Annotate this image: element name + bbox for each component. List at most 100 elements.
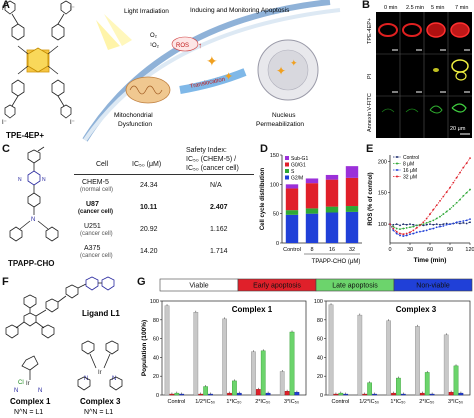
cell-type: (cancer cell) (78, 209, 114, 215)
micrograph-pi-2 (433, 68, 439, 72)
legend-label: 32 μM (403, 175, 417, 181)
data-point (429, 228, 431, 231)
data-point (415, 224, 418, 227)
x-tick-label: Control (332, 399, 350, 405)
data-point (445, 222, 448, 225)
y-tick-label: 0 (320, 393, 323, 399)
x-tick-label: 0 (388, 247, 391, 253)
svg-text:N: N (14, 388, 18, 394)
data-point (402, 235, 405, 237)
complex-1-label: Complex 1 (10, 397, 51, 406)
data-point (412, 223, 415, 226)
bar (458, 392, 464, 396)
data-point (449, 208, 451, 210)
ic50-value: 20.92 (140, 226, 158, 233)
svg-text:N: N (112, 376, 116, 382)
legend-label: G2/M (291, 176, 303, 182)
bar-segment (285, 184, 299, 189)
scale-bar-label: 20 μm (450, 126, 466, 132)
x-tick-label: 30 (407, 247, 413, 253)
bar (179, 393, 185, 396)
bar-segment (285, 214, 299, 243)
data-point (429, 220, 431, 223)
bar (367, 382, 372, 396)
panel-label-a: A (2, 0, 10, 11)
panel-f: Ligand L1 Ir N N Cl Ir N N Complex 1 N^N… (0, 276, 138, 418)
legend-marker (396, 169, 398, 171)
singlet-o2-label: ¹O₂ (150, 43, 160, 49)
cell-type: (normal cell) (80, 187, 114, 193)
row-label-annexin: Annexin V-FITC (367, 93, 373, 132)
bar-segment (345, 166, 359, 178)
bar (396, 377, 401, 396)
micrograph-tpe-1 (402, 23, 422, 37)
bar (429, 393, 435, 396)
bar-segment (325, 206, 339, 213)
cell-cycle-chart: 0 50 100 150 Cell cycle distribution Control 8… (260, 153, 362, 265)
x-tick-label: 8 (310, 247, 313, 253)
iodide-label: I⁻ (70, 6, 75, 12)
bar (227, 392, 232, 396)
x-tick-label: 120 (465, 247, 474, 253)
y-tick-label: 100 (314, 299, 323, 305)
data-point (462, 194, 465, 197)
bar-segment (325, 212, 339, 243)
svg-text:Cl: Cl (18, 380, 24, 386)
data-point (399, 232, 401, 235)
panel-label-g: G (137, 276, 146, 288)
y-tick-label: 0 (156, 393, 159, 399)
bar (255, 389, 261, 396)
data-point (465, 191, 468, 194)
micrograph-grid (376, 12, 472, 138)
bar (222, 318, 227, 396)
bar (164, 305, 170, 396)
data-point (412, 229, 415, 232)
complex-1-structure: Ir N N Cl (14, 355, 42, 394)
bar (443, 334, 449, 396)
tpe-4ep-structure (4, 0, 72, 119)
data-point (392, 227, 395, 230)
iodide-label-bottom-left: I⁻ (2, 120, 7, 126)
bar (386, 320, 391, 396)
cell-type: (cancer cell) (80, 253, 113, 259)
legend-swatch (285, 175, 289, 180)
complex-3-label: Complex 3 (80, 397, 121, 406)
panel-a: I⁻ I⁻ I⁻ I⁻ TPE-4EP+ Light Irradiation I… (0, 0, 360, 142)
data-point (405, 223, 408, 226)
mitochondrial-label: Mitochondrial (114, 112, 153, 119)
legend-box (393, 278, 473, 292)
tpapp-cho-structure: N N N (9, 146, 59, 242)
legend-label: Late apoptosis (332, 283, 378, 290)
data-point (439, 199, 441, 202)
ic50-value: 24.34 (140, 182, 158, 189)
data-point (422, 230, 425, 232)
bar-segment (345, 211, 359, 243)
data-point (429, 223, 431, 226)
inducing-apoptosis-label: Inducing and Monitoring Apoptosis (190, 7, 290, 14)
legend-label: S (291, 169, 295, 175)
data-point (392, 225, 395, 228)
header-safety-index-2: IC₅₀ (CHEM-5) / (186, 156, 237, 163)
micrograph-annexin-0 (381, 108, 395, 113)
legend-label: Control (403, 155, 419, 161)
data-point (469, 188, 471, 191)
data-point (445, 210, 448, 213)
safety-index-value: 1.714 (210, 248, 228, 255)
data-point (442, 225, 445, 227)
safety-index-value: 1.162 (210, 226, 228, 233)
y-tick-label: 0 (276, 241, 279, 247)
data-point (422, 223, 425, 226)
panel-b: 0 min 2.5 min 5 min 7 min TPE-4EP+ PI An… (362, 0, 474, 140)
y-tick-label: 100 (270, 182, 279, 188)
bar (328, 304, 334, 396)
y-tick-label: 200 (378, 159, 387, 165)
cell-name: U87 (86, 201, 99, 208)
panel-label-e: E (366, 143, 374, 155)
data-point (439, 223, 441, 226)
y-tick-label: 20 (153, 374, 159, 380)
table-row: U87 (cancer cell) 10.11 2.407 (74, 201, 254, 221)
legend-label: 16 μM (403, 168, 417, 174)
bar (193, 312, 199, 396)
bar (279, 371, 285, 396)
micrograph-tpe-0 (378, 23, 398, 37)
